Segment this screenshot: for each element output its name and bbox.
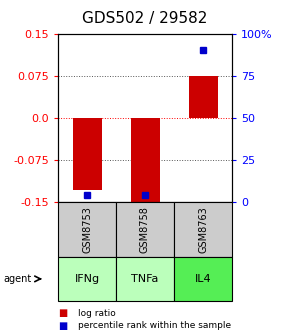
Text: IFNg: IFNg <box>75 274 99 284</box>
Text: GSM8758: GSM8758 <box>140 206 150 253</box>
Text: GSM8763: GSM8763 <box>198 206 208 253</box>
Text: IL4: IL4 <box>195 274 211 284</box>
Text: log ratio: log ratio <box>78 309 116 318</box>
Text: percentile rank within the sample: percentile rank within the sample <box>78 322 231 330</box>
Text: GDS502 / 29582: GDS502 / 29582 <box>82 11 208 26</box>
Text: GSM8753: GSM8753 <box>82 206 92 253</box>
Text: TNFa: TNFa <box>131 274 159 284</box>
Text: ■: ■ <box>58 308 67 318</box>
Text: ■: ■ <box>58 321 67 331</box>
Text: agent: agent <box>3 274 31 284</box>
Bar <box>130 118 160 204</box>
Bar <box>188 76 218 118</box>
Bar <box>72 118 102 191</box>
